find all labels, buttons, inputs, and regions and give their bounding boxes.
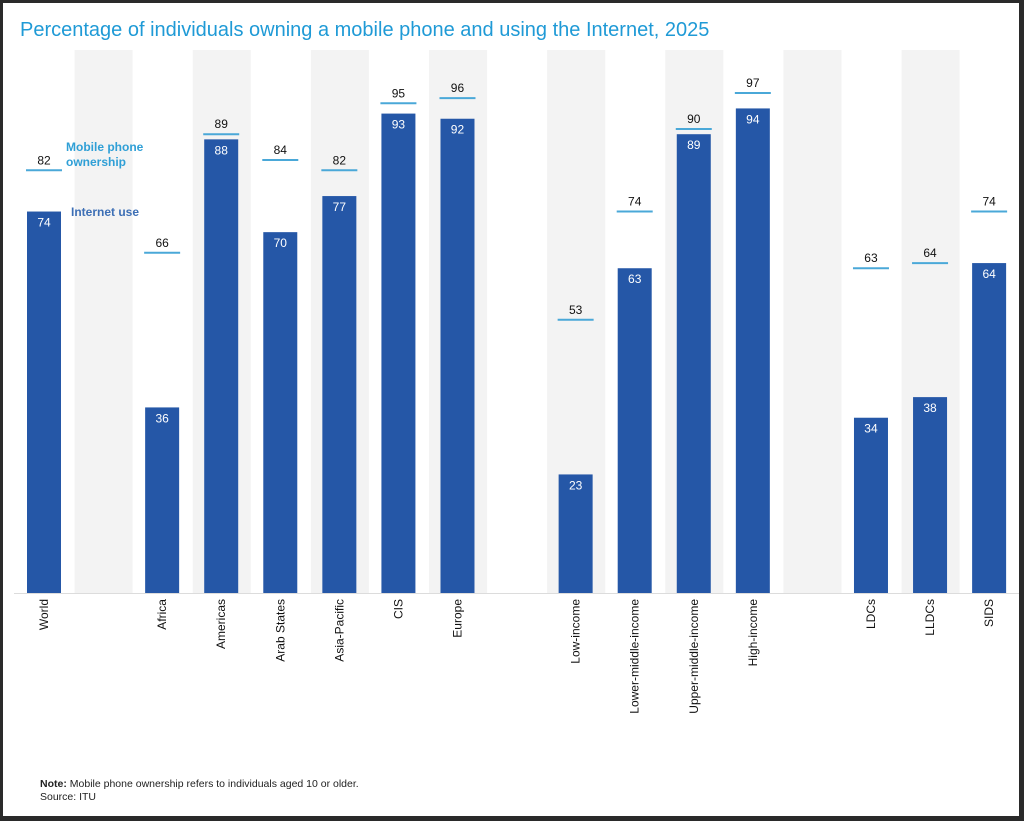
bar-value-label: 38 xyxy=(923,401,937,415)
bar-internet-use xyxy=(440,118,475,594)
source-text: Source: ITU xyxy=(40,791,97,803)
bar-internet-use xyxy=(204,139,239,594)
category-label: Upper-middle-income xyxy=(687,599,701,714)
bar-internet-use xyxy=(972,263,1007,593)
bar-value-label: 94 xyxy=(746,112,760,126)
bar-internet-use xyxy=(263,232,298,593)
category-label: Low-income xyxy=(569,599,583,664)
legend-mobile-ownership-line1: Mobile phone xyxy=(66,140,144,154)
bar-value-label: 74 xyxy=(37,216,51,230)
category-label: SIDS xyxy=(982,599,996,627)
bar-internet-use xyxy=(558,474,593,593)
marker-value-label: 84 xyxy=(274,143,288,157)
marker-value-label: 97 xyxy=(746,76,760,90)
category-label: Lower-middle-income xyxy=(628,599,642,714)
category-label: Arab States xyxy=(273,599,287,662)
bar-internet-use xyxy=(735,108,770,594)
chart-svg: 74 82 World 36 66 Africa 88 89 Americas 70 84 Arab … xyxy=(14,50,1019,714)
bar-value-label: 34 xyxy=(864,422,878,436)
category-label: High-income xyxy=(746,599,760,667)
note-line: Note: Mobile phone ownership refers to i… xyxy=(40,778,359,791)
bar-value-label: 70 xyxy=(274,236,288,250)
category-label: Africa xyxy=(155,599,169,630)
bar-value-label: 64 xyxy=(982,267,996,281)
legend-internet-use: Internet use xyxy=(71,205,139,219)
marker-value-label: 82 xyxy=(333,153,347,167)
bar-internet-use xyxy=(145,407,180,593)
note-text: Mobile phone ownership refers to individ… xyxy=(69,778,359,790)
chart-frame: Percentage of individuals owning a mobil… xyxy=(3,3,1019,816)
category-label: LLDCs xyxy=(923,599,937,636)
legend-mobile-ownership-line2: ownership xyxy=(66,155,126,169)
marker-value-label: 66 xyxy=(155,236,169,250)
marker-value-label: 95 xyxy=(392,86,406,100)
bar-internet-use xyxy=(322,196,357,593)
note-label: Note: xyxy=(40,778,67,790)
marker-value-label: 74 xyxy=(628,195,642,209)
bar-internet-use xyxy=(27,211,61,593)
bar-internet-use xyxy=(913,397,948,593)
category-label: Asia-Pacific xyxy=(332,599,346,662)
category-label: CIS xyxy=(391,599,405,619)
bar-value-label: 92 xyxy=(451,123,465,137)
bar-value-label: 63 xyxy=(628,272,642,286)
bar-value-label: 23 xyxy=(569,478,583,492)
category-label: World xyxy=(37,599,51,630)
category-label: Americas xyxy=(214,599,228,649)
bar-value-label: 93 xyxy=(392,118,406,132)
bar-value-label: 36 xyxy=(155,411,169,425)
bar-value-label: 77 xyxy=(333,200,347,214)
background-band xyxy=(783,50,842,593)
bar-internet-use xyxy=(617,268,652,593)
marker-value-label: 96 xyxy=(451,81,465,95)
bar-internet-use xyxy=(676,134,711,593)
background-band xyxy=(74,50,133,593)
chart-title: Percentage of individuals owning a mobil… xyxy=(20,19,710,41)
bar-value-label: 88 xyxy=(215,143,229,157)
bar-value-label: 89 xyxy=(687,138,701,152)
marker-value-label: 82 xyxy=(37,153,51,167)
marker-value-label: 63 xyxy=(864,251,878,265)
marker-value-label: 90 xyxy=(687,112,701,126)
bar-internet-use xyxy=(381,113,416,594)
category-label: LDCs xyxy=(864,599,878,629)
marker-value-label: 53 xyxy=(569,303,583,317)
category-label: Europe xyxy=(450,599,464,638)
marker-value-label: 64 xyxy=(923,246,937,260)
chart-note: Note: Mobile phone ownership refers to i… xyxy=(40,778,359,804)
bar-internet-use xyxy=(853,417,888,593)
marker-value-label: 89 xyxy=(215,117,229,131)
marker-value-label: 74 xyxy=(982,195,996,209)
